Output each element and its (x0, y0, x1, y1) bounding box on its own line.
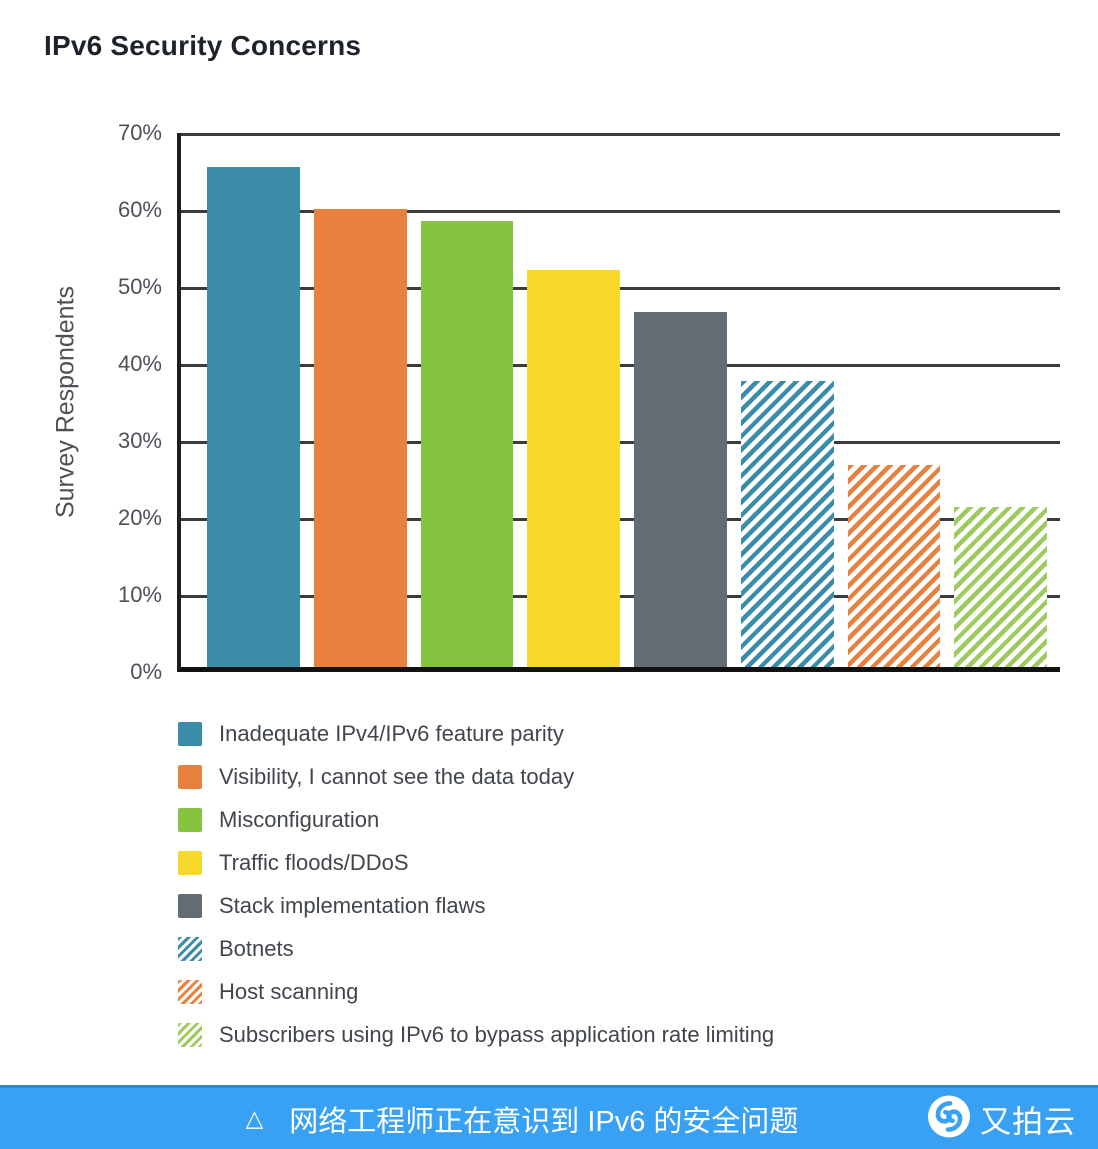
gridline (181, 441, 1060, 444)
brand-name: 又拍云 (980, 1104, 1076, 1139)
footer-caption: △ 网络工程师正在意识到 IPv6 的安全问题 (246, 1098, 799, 1140)
legend-item: Visibility, I cannot see the data today (178, 764, 774, 789)
legend-label: Stack implementation flaws (219, 893, 486, 918)
legend-label: Misconfiguration (219, 807, 380, 832)
legend-item: Botnets (178, 936, 774, 961)
footer-bar: △ 网络工程师正在意识到 IPv6 的安全问题 又拍云 (0, 1085, 1098, 1149)
gridline (181, 518, 1060, 521)
legend-item: Host scanning (178, 979, 774, 1004)
y-axis-ticks: 70% 60% 50% 40% 30% 20% 10% 0% (78, 121, 162, 684)
legend-label: Subscribers using IPv6 to bypass applica… (219, 1022, 775, 1047)
plot-area (177, 133, 1060, 672)
legend-label: Inadequate IPv4/IPv6 feature parity (219, 721, 564, 746)
gridline (181, 133, 1060, 136)
legend-item: Inadequate IPv4/IPv6 feature parity (178, 721, 774, 746)
legend-item: Stack implementation flaws (178, 893, 774, 918)
gridline (181, 210, 1060, 213)
legend-swatch-icon (178, 722, 202, 746)
legend-label: Visibility, I cannot see the data today (219, 764, 575, 789)
bars-container (181, 133, 1060, 667)
gridline (181, 364, 1060, 367)
gridline (181, 595, 1060, 598)
y-tick-label: 10% (117, 582, 162, 607)
bar-6 (740, 380, 834, 667)
triangle-marker-icon: △ (245, 1105, 264, 1131)
legend-label: Traffic floods/DDoS (219, 850, 409, 875)
legend-swatch-icon (178, 1023, 202, 1047)
bar-8 (954, 506, 1047, 667)
page-title: IPv6 Security Concerns (44, 30, 362, 61)
legend-item: Misconfiguration (178, 807, 774, 832)
bar-2 (313, 209, 407, 667)
bar-4 (527, 270, 620, 667)
legend-swatch-icon (178, 765, 202, 789)
legend-swatch-icon (178, 808, 202, 832)
legend-swatch-icon (178, 980, 202, 1004)
gridline (181, 287, 1060, 290)
legend-item: Subscribers using IPv6 to bypass applica… (178, 1022, 775, 1047)
y-tick-label: 30% (117, 428, 162, 453)
y-axis-label: Survey Respondents (51, 285, 80, 519)
upyun-logo-icon (928, 1095, 970, 1142)
legend-swatch-icon (178, 937, 202, 961)
y-tick-label: 50% (117, 274, 162, 299)
legend-label: Host scanning (219, 979, 359, 1004)
y-tick-label: 0% (130, 659, 162, 684)
y-tick-label: 70% (117, 120, 162, 145)
bar-7 (847, 464, 941, 667)
y-tick-label: 40% (117, 351, 162, 376)
legend: Inadequate IPv4/IPv6 feature parity Visib… (178, 721, 775, 1066)
brand-block: 又拍云 (928, 1095, 1076, 1142)
y-tick-label: 20% (117, 505, 162, 530)
legend-swatch-icon (178, 894, 202, 918)
legend-label: Botnets (219, 936, 294, 961)
bar-3 (420, 220, 514, 667)
footer-caption-text: 网络工程师正在意识到 IPv6 的安全问题 (289, 1105, 799, 1138)
legend-item: Traffic floods/DDoS (178, 850, 774, 875)
bar-1 (207, 167, 300, 667)
bar-5 (634, 312, 727, 667)
legend-swatch-icon (178, 851, 202, 875)
y-tick-label: 60% (117, 197, 162, 222)
